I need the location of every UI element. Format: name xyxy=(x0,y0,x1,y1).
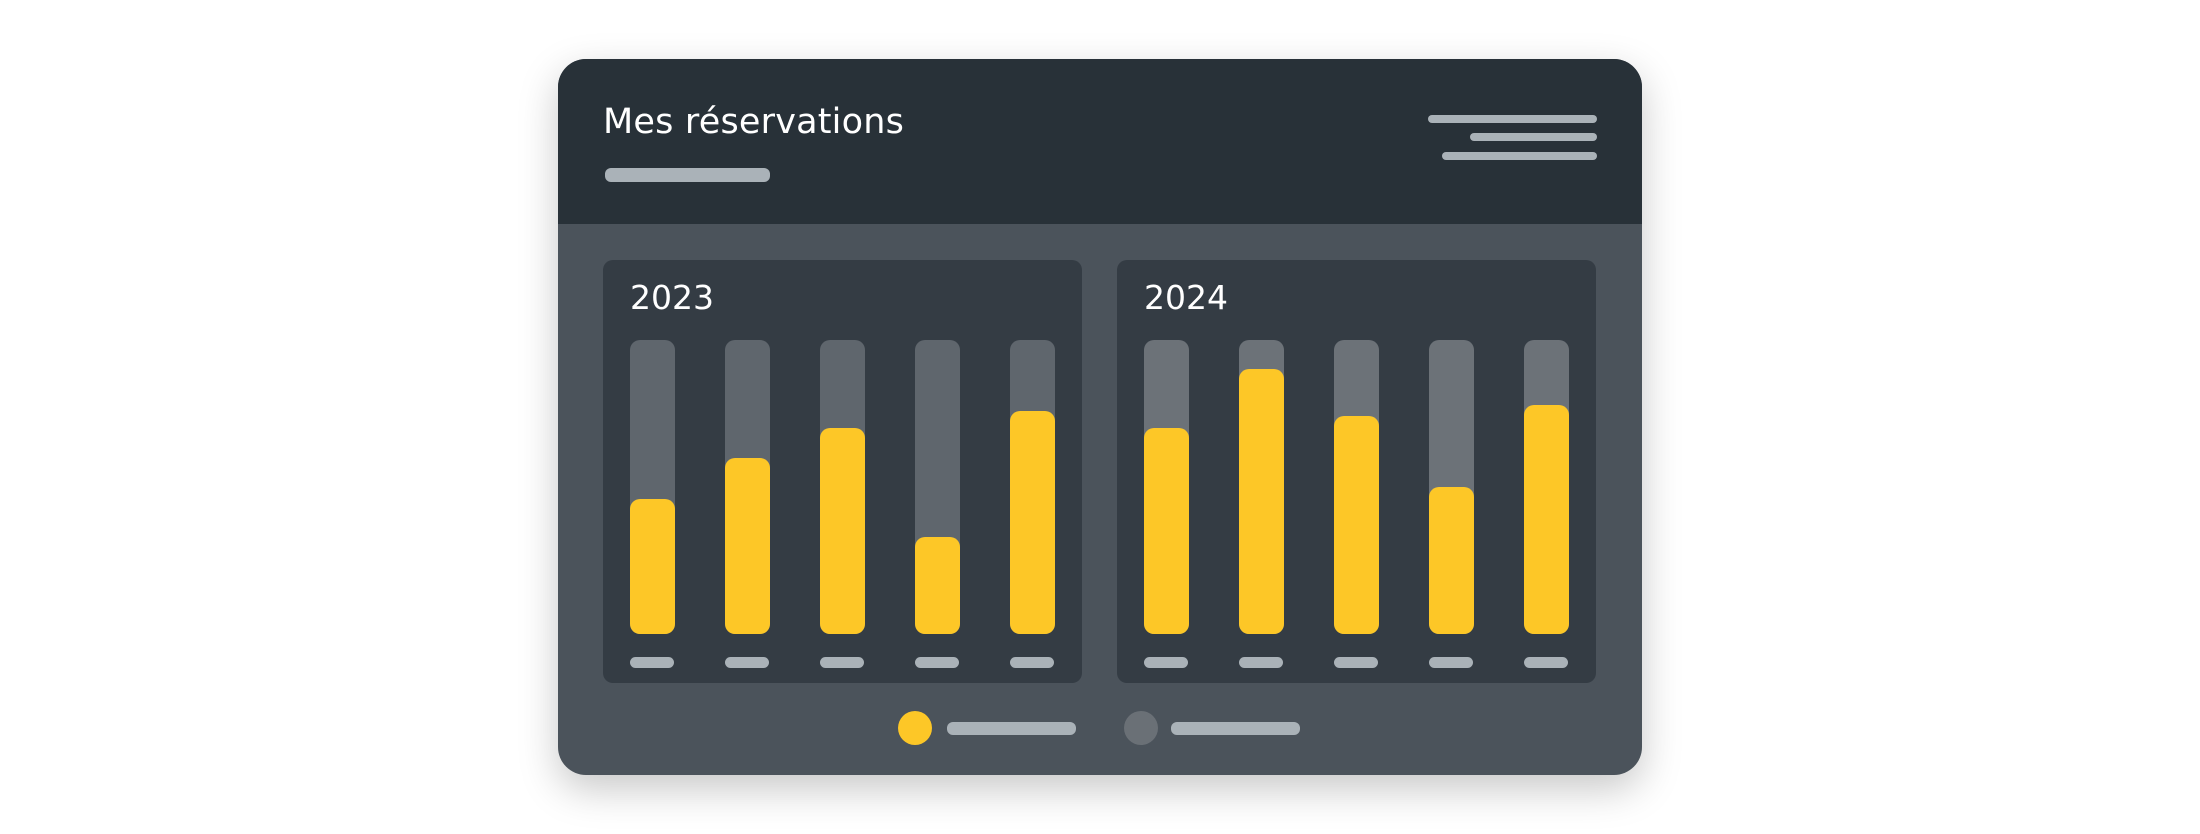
x-tick-placeholder xyxy=(1524,657,1568,668)
bar xyxy=(915,536,960,634)
x-tick-placeholder xyxy=(1334,657,1378,668)
bar xyxy=(725,457,770,634)
bar-track xyxy=(1239,340,1284,634)
chart-panel-2024: 2024 xyxy=(1117,260,1596,683)
page-title: Mes réservations xyxy=(603,102,905,142)
x-tick-placeholder xyxy=(725,657,769,668)
bar-track xyxy=(1144,340,1189,634)
x-tick-placeholder xyxy=(915,657,959,668)
x-tick-placeholder xyxy=(1144,657,1188,668)
header-line-placeholder xyxy=(1470,133,1597,141)
bar xyxy=(1144,428,1189,634)
legend-dot-grey xyxy=(1124,711,1158,745)
subtitle-placeholder xyxy=(605,168,770,182)
bar-track xyxy=(915,340,960,634)
chart-title: 2023 xyxy=(630,278,714,317)
bar-track xyxy=(1429,340,1474,634)
legend-label-placeholder xyxy=(1171,722,1300,735)
bar xyxy=(1429,487,1474,634)
bar xyxy=(630,498,675,634)
bar-track xyxy=(630,340,675,634)
bar xyxy=(820,428,865,634)
legend-dot-yellow xyxy=(898,711,932,745)
header-line-placeholder xyxy=(1442,152,1597,160)
x-tick-placeholder xyxy=(1429,657,1473,668)
x-tick-placeholder xyxy=(820,657,864,668)
legend-label-placeholder xyxy=(947,722,1076,735)
x-tick-placeholder xyxy=(1239,657,1283,668)
bar xyxy=(1010,410,1055,634)
x-tick-placeholder xyxy=(1010,657,1054,668)
bar-track xyxy=(1010,340,1055,634)
bar-track xyxy=(725,340,770,634)
reservations-card: Mes réservations 2023 2024 xyxy=(558,59,1642,775)
chart-panel-2023: 2023 xyxy=(603,260,1082,683)
x-tick-placeholder xyxy=(630,657,674,668)
header-line-placeholder xyxy=(1428,115,1597,123)
bar xyxy=(1334,416,1379,634)
bar xyxy=(1524,404,1569,634)
card-header: Mes réservations xyxy=(558,59,1642,224)
bar-track xyxy=(1524,340,1569,634)
bar-track xyxy=(820,340,865,634)
bar-track xyxy=(1334,340,1379,634)
chart-title: 2024 xyxy=(1144,278,1228,317)
bar xyxy=(1239,369,1284,634)
